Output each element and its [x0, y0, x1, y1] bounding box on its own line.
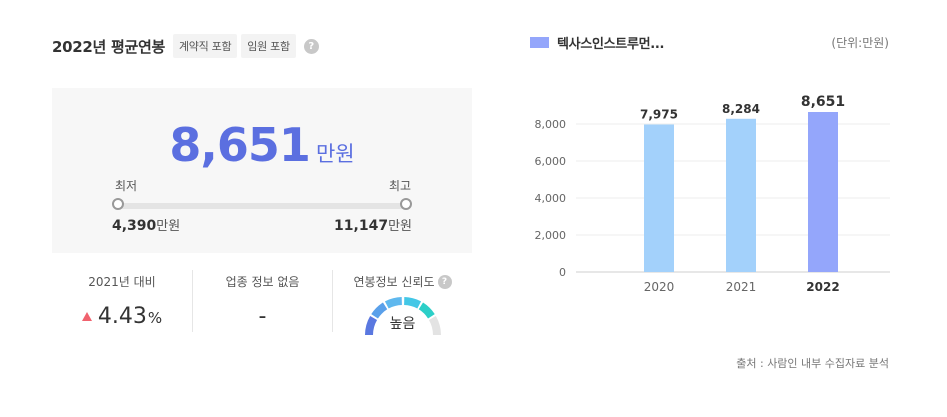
yoy-change-unit: %: [147, 309, 163, 327]
yoy-change-label: 2021년 대비: [88, 275, 156, 289]
y-tick-label: 4,000: [535, 192, 567, 205]
range-min-unit: 만원: [156, 219, 181, 234]
help-icon[interactable]: ?: [303, 38, 319, 54]
range-max-value: 11,147만원: [334, 215, 412, 234]
x-tick-label: 2022: [806, 280, 839, 294]
data-label: 8,284: [722, 102, 760, 116]
gauge-segment-6: [428, 315, 441, 335]
bar: [644, 124, 674, 273]
gauge-icon: [364, 297, 441, 335]
reliability-help-icon[interactable]: ?: [437, 274, 452, 289]
gauge-segment-4: [403, 297, 421, 309]
yoy-change-number: 4.43: [97, 304, 147, 329]
average-salary-box: 8,651 만원 최저 최고 4,390만원 11,147만원: [52, 88, 472, 253]
reliability-label: 연봉정보 신뢰도 ?: [333, 273, 472, 290]
data-source: 출처 : 사람인 내부 수집자료 분석: [736, 357, 889, 370]
gauge-segment-5: [418, 302, 435, 319]
average-salary: 8,651 만원: [52, 118, 472, 172]
gauge-segment-1: [364, 315, 377, 335]
industry-value: -: [258, 304, 267, 329]
y-tick-label: 8,000: [535, 118, 567, 131]
yoy-change: 2021년 대비 4.43%: [52, 270, 192, 332]
reliability-value: 높음: [389, 316, 416, 332]
x-tick-label: 2021: [726, 280, 757, 294]
range-max-label: 최고: [389, 179, 412, 193]
bar: [726, 118, 756, 272]
gauge-segment-3: [384, 297, 402, 309]
y-tick-label: 0: [559, 266, 566, 279]
range-max-number: 11,147: [334, 218, 389, 234]
industry-info: 업종 정보 없음 -: [192, 270, 332, 332]
average-salary-unit: 만원: [315, 142, 355, 166]
reliability-label-text: 연봉정보 신뢰도: [353, 275, 435, 289]
tag-executive: 임원 포함: [241, 34, 296, 58]
range-min-label: 최저: [115, 179, 138, 193]
salary-range-track: [118, 203, 406, 209]
industry-label: 업종 정보 없음: [225, 275, 300, 289]
average-salary-value: 8,651: [169, 118, 311, 172]
legend-company-name: 텍사스인스트루먼...: [557, 37, 665, 52]
range-max-handle: [400, 198, 412, 210]
reliability-gauge: 높음: [363, 295, 443, 335]
y-tick-label: 2,000: [535, 229, 567, 242]
legend-swatch: [530, 37, 549, 48]
page-title: 2022년 평균연봉: [52, 37, 165, 56]
bar: [808, 112, 838, 272]
x-tick-label: 2020: [644, 280, 675, 294]
range-max-unit: 만원: [388, 219, 412, 234]
salary-chart-panel: 텍사스인스트루먼... (단위:만원) 0 2,000 4,000 6,000 8,00…: [530, 0, 895, 417]
chart-unit-label: (단위:만원): [831, 36, 889, 50]
summary-header: 2022년 평균연봉 계약직 포함 임원 포함 ?: [52, 34, 319, 58]
range-min-handle: [112, 198, 124, 210]
data-label: 7,975: [640, 108, 678, 122]
gauge-segment-2: [370, 302, 387, 319]
range-min-number: 4,390: [112, 218, 157, 234]
chart-legend: 텍사스인스트루먼...: [530, 33, 665, 52]
yoy-change-value: 4.43%: [52, 304, 192, 329]
tag-contract: 계약직 포함: [172, 34, 238, 58]
data-label: 8,651: [801, 94, 845, 110]
range-min-value: 4,390만원: [112, 215, 180, 234]
reliability: 연봉정보 신뢰도 ? 높음: [332, 270, 472, 335]
bar-chart: 0 2,000 4,000 6,000 8,000 7,975 2020 8,284 2021 8…: [535, 94, 890, 294]
y-tick-label: 6,000: [535, 155, 567, 168]
salary-summary: 2022년 평균연봉 계약직 포함 임원 포함 ? 8,651 만원 최저 최고 …: [52, 0, 472, 417]
up-arrow-icon: [81, 312, 92, 321]
